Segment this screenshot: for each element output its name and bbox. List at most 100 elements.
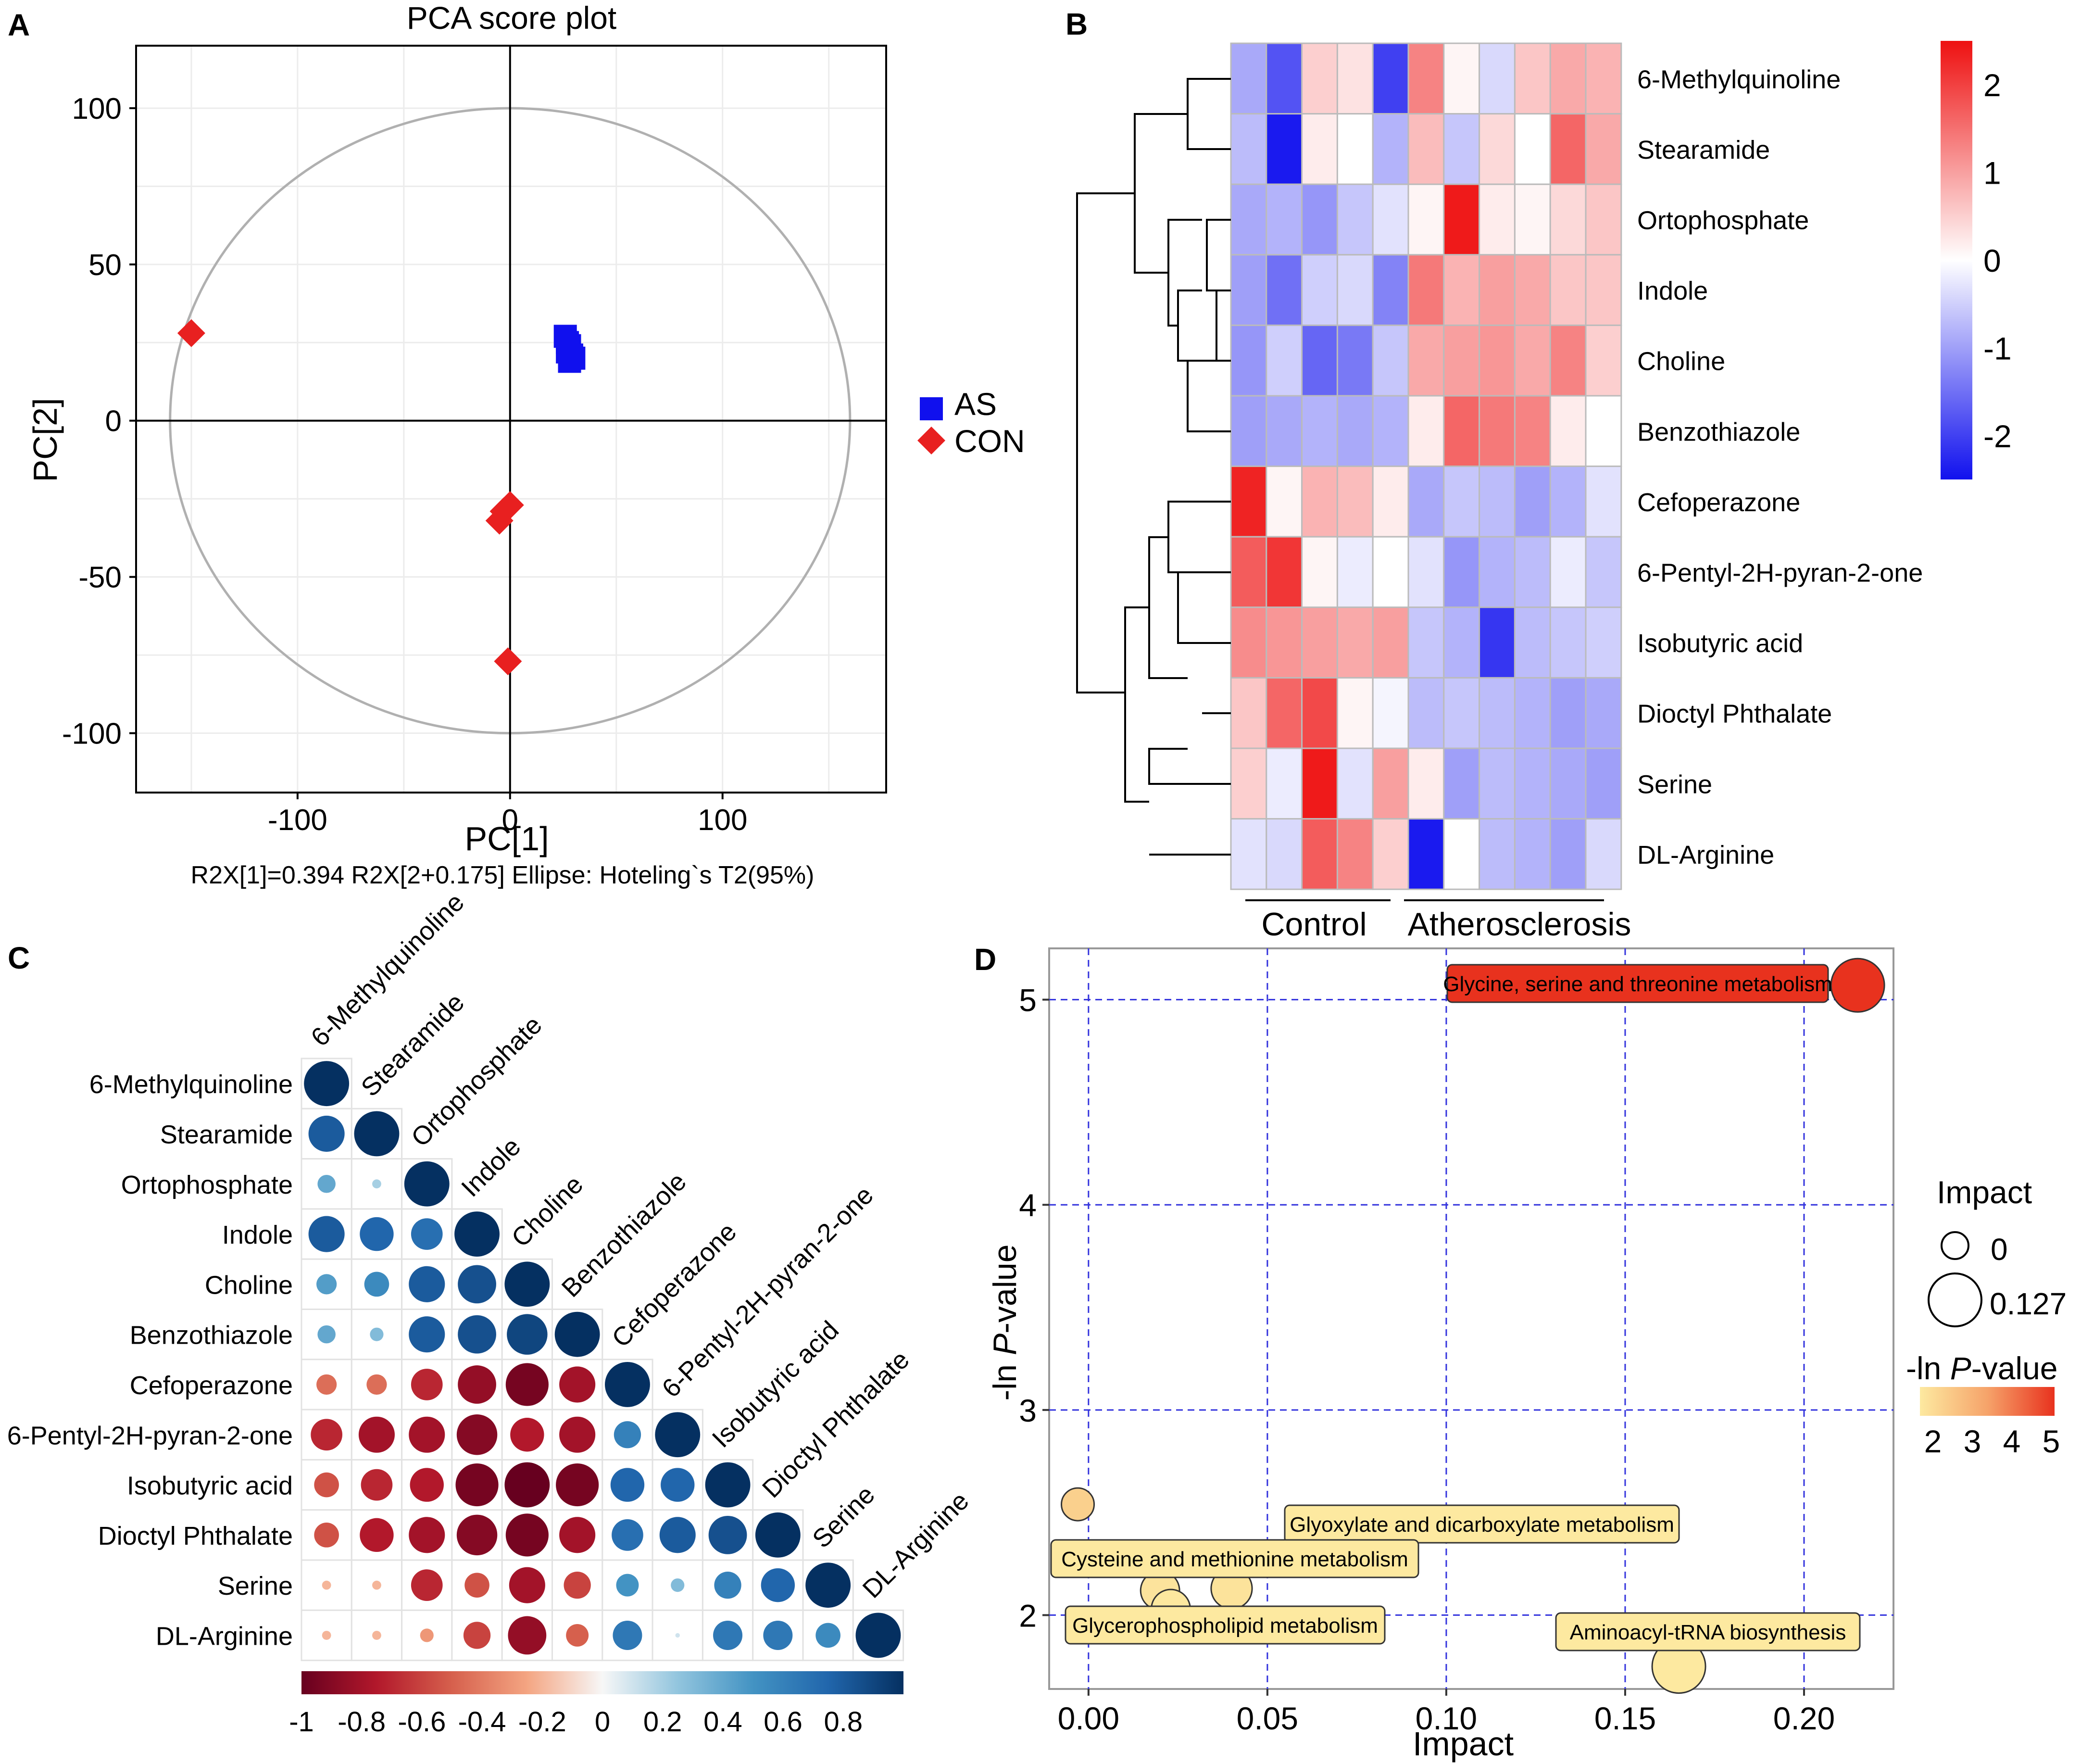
correlation-circle [505, 1363, 549, 1406]
heatmap-cell [1266, 42, 1303, 115]
heatmap-cell [1301, 183, 1338, 256]
heatmap-colorbar-tick: -1 [1983, 330, 2012, 366]
heatmap-cell [1266, 324, 1303, 397]
heatmap-cell [1266, 254, 1303, 326]
heatmap-cell [1266, 113, 1303, 185]
pca-legend: AS CON [917, 386, 1025, 459]
heatmap-cell [1301, 254, 1338, 326]
correlation-circle [616, 1574, 639, 1597]
pca-point-con [177, 319, 205, 347]
correlation-circle [504, 1462, 550, 1508]
pathway-label-box [1555, 1612, 1861, 1651]
correlation-circle [409, 1266, 445, 1302]
pca-caption: R2X[1]=0.394 R2X[2+0.175] Ellipse: Hotel… [191, 861, 815, 889]
heatmap-colorbar-tick: 0 [1983, 243, 2001, 278]
heatmap-cell [1443, 324, 1480, 397]
correlation-cells [301, 1058, 904, 1662]
heatmap-cell [1407, 466, 1445, 538]
heatmap-cell [1301, 536, 1338, 608]
correlation-circle [455, 1463, 499, 1507]
pca-xtick-label: -100 [268, 804, 327, 837]
correlation-colorbar-tick: -0.8 [338, 1706, 386, 1738]
heatmap-cell [1301, 466, 1338, 538]
heatmap-cell [1514, 747, 1551, 820]
correlation-circle [458, 1315, 496, 1354]
heatmap-cell [1479, 254, 1516, 326]
heatmap-cell [1372, 254, 1409, 326]
panel-a-label: A [8, 8, 30, 42]
heatmap-cell [1585, 818, 1622, 890]
heatmap-cell [1266, 466, 1303, 538]
heatmap-cell [1230, 536, 1267, 608]
heatmap-cell [1479, 466, 1516, 538]
correlation-row-label: 6-Pentyl-2H-pyran-2-one [7, 1421, 293, 1450]
pvalue-legend-title: -ln P-value [1906, 1350, 2057, 1386]
heatmap-cell [1549, 466, 1587, 538]
correlation-circle [308, 1216, 345, 1252]
correlation-circle [354, 1111, 400, 1157]
pca-point-con [494, 647, 522, 676]
heatmap-cell [1585, 113, 1622, 185]
correlation-circle [316, 1374, 337, 1395]
heatmap-cell [1407, 747, 1445, 820]
heatmap-cell [1266, 395, 1303, 467]
pathway-ytick-label: 4 [1019, 1187, 1037, 1223]
heatmap-cell [1266, 677, 1303, 749]
group-control-label: Control [1261, 906, 1366, 943]
heatmap-cell [1514, 113, 1551, 185]
pca-ytick-label: 0 [105, 405, 122, 438]
correlation-circle [705, 1462, 751, 1508]
correlation-circle [675, 1633, 680, 1638]
correlation-circle [304, 1061, 350, 1107]
correlation-circle [311, 1419, 343, 1451]
heatmap-cell [1443, 395, 1480, 467]
legend-con-marker [917, 427, 945, 454]
heatmap-cell [1372, 466, 1409, 538]
correlation-colorbar-tick: -0.2 [518, 1706, 566, 1738]
heatmap-cell [1407, 324, 1445, 397]
heatmap-cell [1585, 466, 1622, 538]
heatmap-cell [1372, 818, 1409, 890]
correlation-row-label: Dioctyl Phthalate [98, 1522, 293, 1550]
heatmap-cell [1479, 113, 1516, 185]
correlation-circle [714, 1571, 741, 1599]
correlation-circle [509, 1567, 545, 1603]
heatmap-cell [1301, 113, 1338, 185]
heatmap-row-label: Ortophosphate [1637, 206, 1809, 235]
correlation-circle [508, 1616, 547, 1655]
heatmap-cells [1230, 42, 1622, 890]
correlation-circle [308, 1115, 345, 1152]
correlation-circle [763, 1620, 793, 1650]
heatmap-cell [1301, 677, 1338, 749]
heatmap-cell [1443, 113, 1480, 185]
heatmap-cell [1407, 818, 1445, 890]
correlation-circle [659, 1517, 696, 1553]
pathway-label-box [1446, 964, 1829, 1003]
heatmap-colorbar-ticks: 2 1 0 -1 -2 [1983, 67, 2012, 454]
correlation-circle [458, 1265, 496, 1304]
correlation-circle [411, 1369, 443, 1400]
pca-ytick-label: -100 [62, 718, 122, 751]
pathway-xtick-label: 0.10 [1416, 1701, 1477, 1736]
pathway-ytick-label: 5 [1019, 983, 1037, 1018]
correlation-circle [554, 1311, 600, 1357]
panel-b-heatmap: B 6-Methylquinoline Stearamide Ortophospha… [1066, 7, 2012, 943]
heatmap-cell [1549, 254, 1587, 326]
correlation-circle [613, 1620, 642, 1650]
heatmap-row-label: Indole [1637, 277, 1708, 305]
heatmap-cell [1230, 254, 1267, 326]
legend-con-label: CON [954, 423, 1025, 459]
correlation-circle [372, 1580, 381, 1590]
correlation-circle [713, 1620, 743, 1650]
correlation-colorbar-tick: 0.6 [764, 1706, 802, 1738]
heatmap-cell [1479, 324, 1516, 397]
heatmap-cell [1549, 536, 1587, 608]
pvalue-colorbar-tick: 5 [2043, 1424, 2060, 1459]
heatmap-cell [1230, 747, 1267, 820]
correlation-circle [564, 1571, 591, 1599]
heatmap-cell [1336, 113, 1374, 185]
pathway-ticks: 0.00 0.05 0.10 0.15 0.20 5 4 3 2 [1019, 983, 1835, 1736]
correlation-circle [456, 1514, 498, 1556]
impact-legend-title: Impact [1937, 1174, 2032, 1210]
